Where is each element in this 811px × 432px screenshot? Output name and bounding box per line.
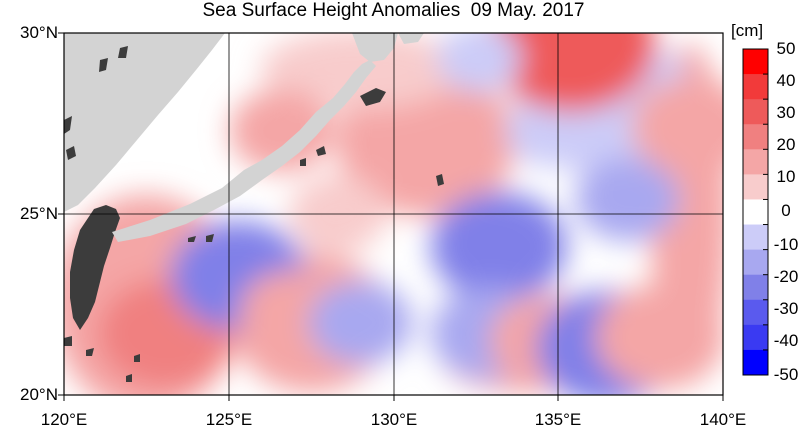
colorbar-segment bbox=[743, 299, 768, 326]
kyushu-shikoku bbox=[352, 33, 424, 62]
colorbar-segment bbox=[743, 99, 768, 125]
colorbar-tick-label: 20 bbox=[776, 135, 796, 154]
colorbar-tick-label: -10 bbox=[773, 235, 799, 254]
colorbar-tick-label: 40 bbox=[776, 71, 796, 90]
lat-label-25n: 25°N bbox=[20, 204, 58, 223]
lon-label-140e: 140°E bbox=[699, 410, 747, 429]
colorbar-segment bbox=[743, 124, 768, 150]
lon-label-135e: 135°E bbox=[534, 410, 582, 429]
colorbar bbox=[742, 48, 769, 376]
colorbar-tick-label: -50 bbox=[773, 365, 799, 384]
lat-label-20n: 20°N bbox=[20, 385, 58, 404]
anomaly-blob bbox=[506, 94, 598, 168]
anomaly-blob bbox=[486, 33, 656, 112]
anomaly-field bbox=[64, 33, 723, 395]
anomaly-blob bbox=[575, 157, 680, 242]
china-mainland bbox=[64, 33, 225, 212]
graticule bbox=[64, 33, 723, 395]
colorbar-segment bbox=[743, 349, 768, 375]
colorbar-segment bbox=[743, 274, 768, 301]
lon-label-120e: 120°E bbox=[40, 410, 88, 429]
anomaly-blob bbox=[308, 281, 413, 365]
anomaly-blob bbox=[595, 285, 723, 390]
colorbar-tick-label: 30 bbox=[776, 103, 796, 122]
colorbar-tick-label: 10 bbox=[776, 167, 796, 186]
lon-label-130e: 130°E bbox=[370, 410, 418, 429]
lon-label-125e: 125°E bbox=[205, 410, 253, 429]
colorbar-tick-label: -20 bbox=[773, 267, 799, 286]
colorbar-segment bbox=[743, 249, 768, 276]
colorbar-unit-label: [cm] bbox=[731, 21, 764, 40]
anomaly-blob bbox=[430, 191, 568, 302]
china-coast-islands bbox=[64, 46, 128, 160]
anomaly-blob bbox=[229, 89, 334, 173]
colorbar-tick-label: -30 bbox=[773, 299, 799, 318]
lat-label-30n: 30°N bbox=[20, 23, 58, 42]
colorbar-segment bbox=[743, 74, 768, 100]
colorbar-segment bbox=[743, 174, 768, 200]
colorbar-tick-label: -40 bbox=[773, 331, 799, 350]
anomaly-blob bbox=[436, 33, 522, 93]
colorbar-segment bbox=[743, 324, 768, 351]
land-layer bbox=[64, 33, 444, 382]
colorbar-segment bbox=[743, 149, 768, 175]
colorbar-tick-label: 0 bbox=[781, 201, 791, 220]
taiwan-island bbox=[70, 205, 120, 330]
axis-ticks bbox=[58, 32, 724, 401]
anomaly-blob bbox=[384, 106, 508, 206]
colorbar-tick-label: 50 bbox=[776, 39, 796, 58]
colorbar-segment bbox=[743, 224, 768, 251]
ryukyu-island-chain bbox=[112, 60, 376, 242]
colorbar-segment bbox=[743, 199, 768, 226]
colorbar-segment bbox=[743, 49, 768, 75]
map-title: Sea Surface Height Anomalies 09 May. 201… bbox=[202, 0, 585, 21]
anomaly-blob bbox=[631, 77, 723, 177]
